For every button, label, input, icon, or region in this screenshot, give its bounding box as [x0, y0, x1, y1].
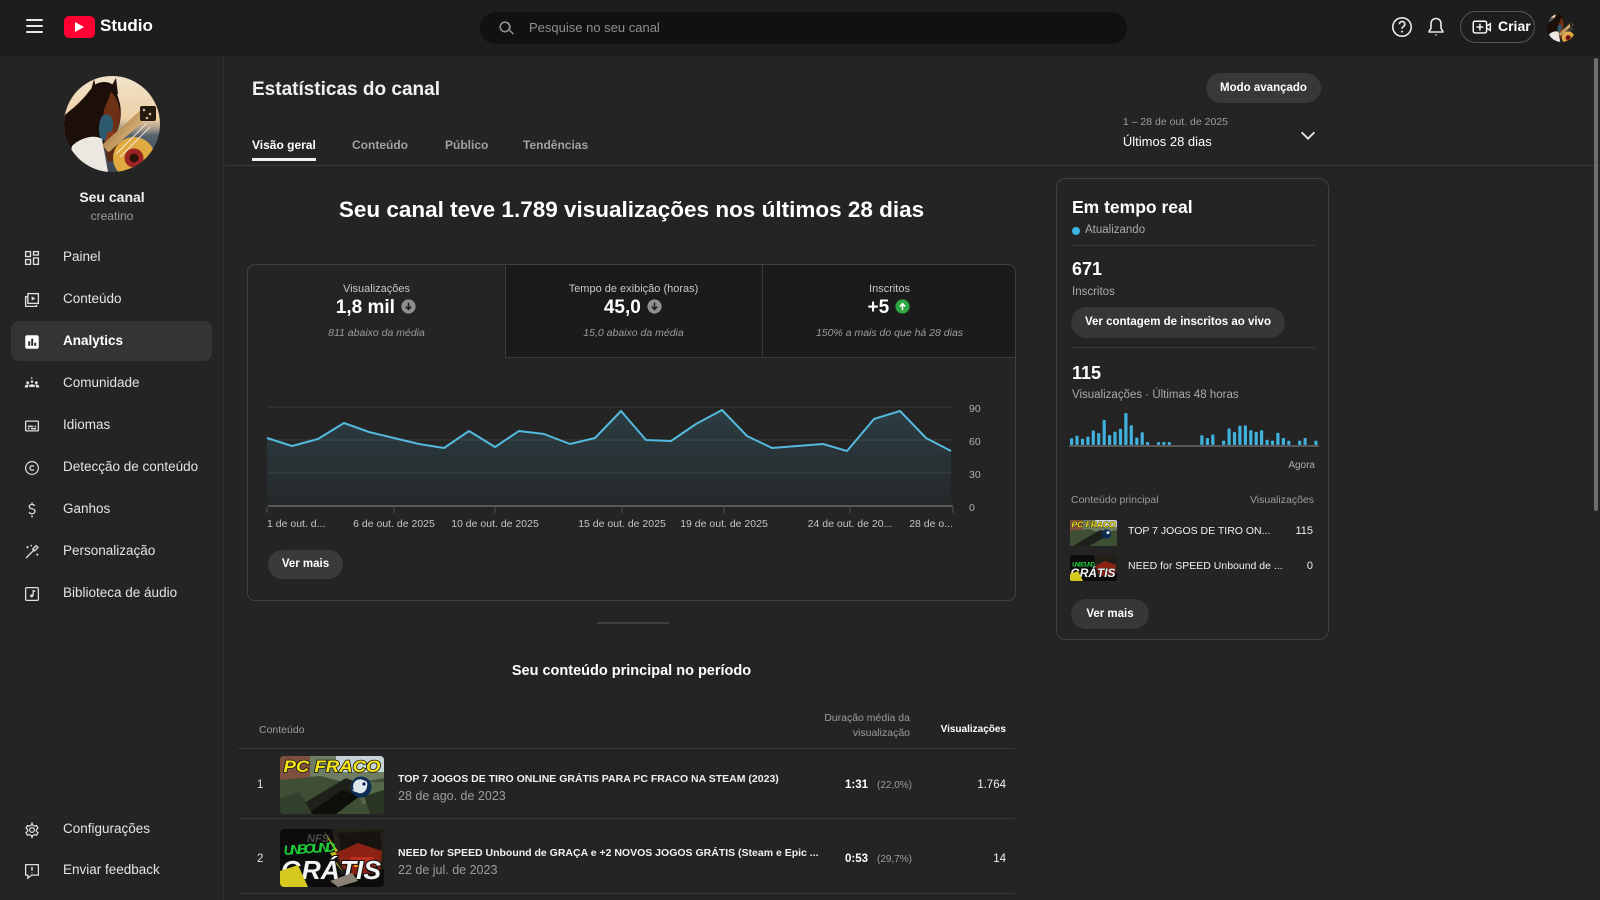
svg-text:10 de out. de 2025: 10 de out. de 2025	[451, 518, 539, 530]
svg-text:PC FRACO: PC FRACO	[284, 757, 381, 776]
svg-text:UNBOUND: UNBOUND	[283, 839, 336, 858]
svg-text:NFS: NFS	[307, 833, 330, 845]
svg-text:GRÁTIS: GRÁTIS	[1071, 567, 1116, 580]
svg-text:28 de o...: 28 de o...	[909, 518, 953, 530]
svg-text:60: 60	[969, 436, 981, 448]
svg-text:19 de out. de 2025: 19 de out. de 2025	[680, 518, 768, 530]
svg-text:30: 30	[969, 469, 981, 481]
svg-text:0: 0	[969, 502, 975, 514]
svg-text:6 de out. de 2025: 6 de out. de 2025	[353, 518, 435, 530]
svg-text:PC FRACO: PC FRACO	[1072, 521, 1117, 530]
svg-text:UNBOUND: UNBOUND	[1072, 563, 1096, 569]
svg-text:90: 90	[969, 403, 981, 415]
svg-text:15 de out. de 2025: 15 de out. de 2025	[578, 518, 666, 530]
svg-text:1 de out. d...: 1 de out. d...	[267, 518, 325, 530]
svg-text:24 de out. de 20...: 24 de out. de 20...	[808, 518, 893, 530]
